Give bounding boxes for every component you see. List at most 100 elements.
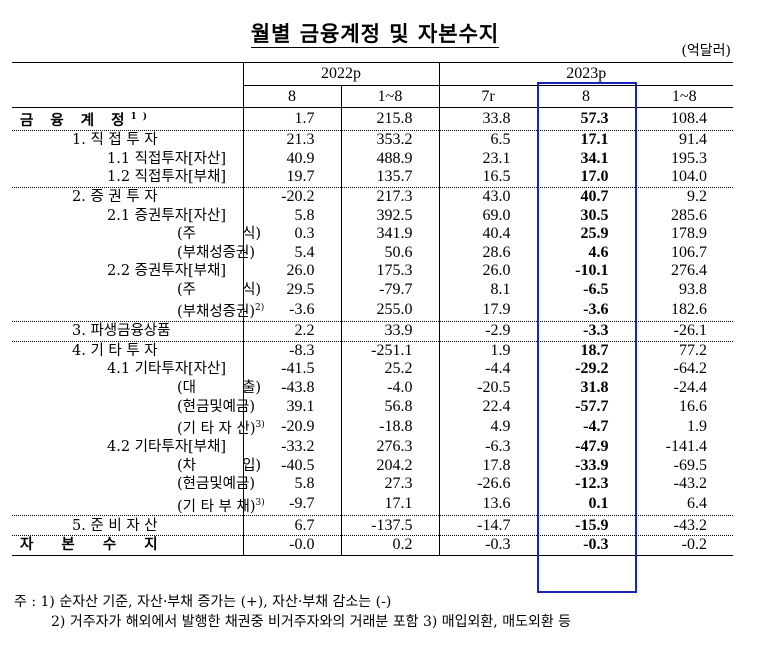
balance-table: 2022p 2023p 8 1~8 7r 8 1~8 금 융 계 정1) 1.7 2… xyxy=(12,62,733,556)
footnote-2: 2) 거주자가 해외에서 발행한 채권중 비거주자와의 거래분 포함 3) 매입… xyxy=(51,614,572,630)
cell-value: -69.5 xyxy=(634,456,733,475)
cell-value: 23.1 xyxy=(438,149,537,169)
cell-value: 488.9 xyxy=(340,149,439,169)
cell-value: 6.5 xyxy=(438,130,537,150)
cell-value: 204.2 xyxy=(340,456,439,475)
cell-value: -79.7 xyxy=(340,280,439,300)
cell-value: -0.0 xyxy=(242,535,341,556)
row-label: 2. 증 권 투 자 xyxy=(72,188,158,205)
cell-value: 21.3 xyxy=(242,130,341,150)
cell-value: 5.8 xyxy=(242,206,341,225)
row-label: 4.2 기타투자[부채] xyxy=(107,439,227,456)
cell-value: 217.3 xyxy=(340,187,439,207)
table-row: (주 식) 29.5 -79.7 8.1 -6.5 93.8 xyxy=(12,280,733,300)
row-label: 금 융 계 정1) xyxy=(12,107,243,131)
cell-value: 27.3 xyxy=(340,474,439,494)
cell-value: 17.1 xyxy=(536,130,635,150)
cell-value: 2.2 xyxy=(242,321,341,342)
table-row: (현금및예금) 5.8 27.3 -26.6 -12.3 -43.2 xyxy=(12,474,733,494)
cell-value: 108.4 xyxy=(634,107,733,131)
cell-value: 1.9 xyxy=(634,415,733,438)
cell-value: -3.3 xyxy=(536,321,635,342)
table-row: (주 식) 0.3 341.9 40.4 25.9 178.9 xyxy=(12,224,733,244)
table-row: (부채성증권)2) -3.6 255.0 17.9 -3.6 182.6 xyxy=(12,299,733,323)
cell-value: -40.5 xyxy=(242,456,341,475)
cell-value: 0.1 xyxy=(536,493,635,517)
cell-value: 353.2 xyxy=(340,130,439,150)
header-col: 1~8 xyxy=(340,85,439,108)
footnote-ref: 3) xyxy=(255,419,265,430)
cell-value: 17.9 xyxy=(438,299,537,323)
cell-value: -43.2 xyxy=(634,474,733,494)
cell-value: 26.0 xyxy=(242,261,341,281)
cell-value: 17.8 xyxy=(438,456,537,475)
table-row: 5. 준 비 자 산 6.7 -137.5 -14.7 -15.9 -43.2 xyxy=(12,515,733,536)
cell-value: 91.4 xyxy=(634,130,733,150)
cell-value: -33.2 xyxy=(242,437,341,457)
table-row: (차 입) -40.5 204.2 17.8 -33.9 -69.5 xyxy=(12,456,733,475)
cell-value: 26.0 xyxy=(438,261,537,281)
cell-value: -9.7 xyxy=(242,493,341,517)
cell-value: -0.2 xyxy=(634,535,733,556)
cell-value: 5.8 xyxy=(242,474,341,494)
cell-value: 16.5 xyxy=(438,168,537,188)
table-row: (기 타 부 채)3) -9.7 17.1 13.6 0.1 6.4 xyxy=(12,493,733,517)
cell-value: -43.8 xyxy=(242,378,341,398)
row-label: (기 타 자 산)3) xyxy=(177,419,265,437)
cell-value: 30.5 xyxy=(536,206,635,225)
cell-value: 182.6 xyxy=(634,299,733,323)
cell-value: -29.2 xyxy=(536,360,635,379)
row-label: 4. 기 타 투 자 xyxy=(72,342,158,359)
cell-value: 40.4 xyxy=(438,224,537,244)
row-label: 2.1 증권투자[자산] xyxy=(107,207,227,224)
cell-value: -6.5 xyxy=(536,280,635,300)
cell-value: -6.3 xyxy=(438,437,537,457)
cell-value: 31.8 xyxy=(536,378,635,398)
table-row: 4. 기 타 투 자 -8.3 -251.1 1.9 18.7 77.2 xyxy=(12,341,733,361)
cell-value: -141.4 xyxy=(634,437,733,457)
table-row: 1.2 직접투자[부채] 19.7 135.7 16.5 17.0 104.0 xyxy=(12,168,733,188)
cell-value: -4.4 xyxy=(438,360,537,379)
cell-value: 276.4 xyxy=(634,261,733,281)
cell-value: 4.6 xyxy=(536,243,635,262)
cell-value: -0.3 xyxy=(438,535,537,556)
cell-value: -15.9 xyxy=(536,515,635,536)
cell-value: 178.9 xyxy=(634,224,733,244)
cell-value: -20.5 xyxy=(438,378,537,398)
row-label: 2.2 증권투자[부채] xyxy=(107,263,227,280)
cell-value: -57.7 xyxy=(536,397,635,416)
row-label: 3. 파생금융상품 xyxy=(12,321,243,342)
cell-value: 17.1 xyxy=(340,493,439,517)
table-row: 1. 직 접 투 자 21.3 353.2 6.5 17.1 91.4 xyxy=(12,130,733,150)
cell-value: 43.0 xyxy=(438,187,537,207)
cell-value: 33.8 xyxy=(438,107,537,131)
cell-value: 93.8 xyxy=(634,280,733,300)
cell-value: 0.3 xyxy=(242,224,341,244)
cell-value: 276.3 xyxy=(340,437,439,457)
cell-value: 69.0 xyxy=(438,206,537,225)
cell-value: -43.2 xyxy=(634,515,733,536)
table-row: 4.1 기타투자[자산] -41.5 25.2 -4.4 -29.2 -64.2 xyxy=(12,360,733,379)
header-year-2023: 2023p xyxy=(438,62,733,86)
cell-value: 6.7 xyxy=(242,515,341,536)
table-row: (현금및예금) 39.1 56.8 22.4 -57.7 16.6 xyxy=(12,397,733,416)
cell-value: 34.1 xyxy=(536,149,635,169)
cell-value: 40.7 xyxy=(536,187,635,207)
cell-value: 0.2 xyxy=(340,535,439,556)
page-title: 월별 금융계정 및 자본수지 xyxy=(250,21,500,48)
cell-value: 39.1 xyxy=(242,397,341,416)
cell-value: 341.9 xyxy=(340,224,439,244)
footnote-ref: 2) xyxy=(255,303,265,314)
cell-value: -24.4 xyxy=(634,378,733,398)
cell-value: 106.7 xyxy=(634,243,733,262)
cell-value: -3.6 xyxy=(536,299,635,323)
cell-value: 9.2 xyxy=(634,187,733,207)
table-row: 4.2 기타투자[부채] -33.2 276.3 -6.3 -47.9 -141.4 xyxy=(12,437,733,457)
cell-value: -2.9 xyxy=(438,321,537,342)
cell-value: 50.6 xyxy=(340,243,439,262)
cell-value: -0.3 xyxy=(536,535,635,556)
cell-value: -10.1 xyxy=(536,261,635,281)
table-row: (기 타 자 산)3) -20.9 -18.8 4.9 -4.7 1.9 xyxy=(12,415,733,438)
cell-value: -18.8 xyxy=(340,415,439,438)
cell-value: -8.3 xyxy=(242,341,341,361)
